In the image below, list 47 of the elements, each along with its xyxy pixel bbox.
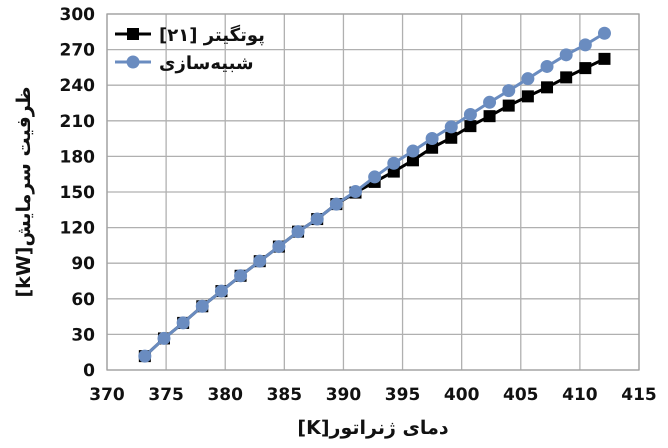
point bbox=[541, 81, 554, 94]
legend-label: شبیه‌سازی bbox=[159, 53, 254, 74]
point bbox=[464, 120, 476, 132]
x-tick-label: 385 bbox=[266, 385, 302, 405]
y-tick-label: 210 bbox=[60, 112, 96, 132]
point bbox=[502, 100, 515, 112]
point bbox=[598, 52, 610, 65]
point bbox=[406, 144, 420, 158]
y-tick-label: 60 bbox=[71, 290, 96, 310]
point bbox=[598, 26, 611, 40]
y-axis-title: ظرفیت سرمایش[kW] bbox=[13, 86, 35, 298]
y-tick-label: 0 bbox=[83, 361, 96, 381]
point bbox=[444, 120, 458, 134]
x-axis-title: دمای ژنراتور[K] bbox=[297, 417, 449, 439]
point bbox=[484, 110, 496, 122]
point bbox=[540, 60, 554, 73]
y-tick-label: 90 bbox=[71, 254, 96, 274]
point bbox=[578, 38, 592, 52]
point bbox=[426, 132, 439, 145]
x-tick-label: 415 bbox=[621, 385, 657, 405]
y-tick-label: 30 bbox=[71, 325, 96, 346]
y-tick-label: 240 bbox=[60, 76, 96, 96]
point bbox=[387, 156, 400, 170]
x-tick-label: 375 bbox=[148, 385, 184, 405]
point bbox=[560, 48, 573, 62]
legend-label: پوتگیتر [۲۱] bbox=[159, 24, 265, 46]
point bbox=[521, 72, 534, 86]
x-tick-label: 395 bbox=[384, 385, 420, 405]
point bbox=[579, 62, 592, 74]
x-tick-label: 405 bbox=[503, 385, 539, 405]
point bbox=[464, 108, 477, 122]
y-tick-label: 120 bbox=[60, 218, 96, 239]
y-tick-label: 150 bbox=[60, 183, 96, 203]
x-tick-label: 370 bbox=[89, 385, 125, 405]
y-tick-label: 180 bbox=[60, 147, 96, 168]
y-tick-label: 270 bbox=[60, 40, 96, 61]
point bbox=[483, 96, 496, 109]
x-tick-label: 390 bbox=[326, 385, 362, 405]
point bbox=[522, 90, 534, 102]
x-tick-label: 400 bbox=[444, 385, 480, 405]
point bbox=[368, 170, 382, 184]
y-tick-label: 300 bbox=[60, 5, 96, 25]
x-tick-label: 410 bbox=[562, 385, 598, 405]
point bbox=[560, 71, 572, 84]
x-tick-label: 380 bbox=[207, 385, 244, 405]
point bbox=[502, 84, 516, 98]
point bbox=[445, 132, 458, 144]
